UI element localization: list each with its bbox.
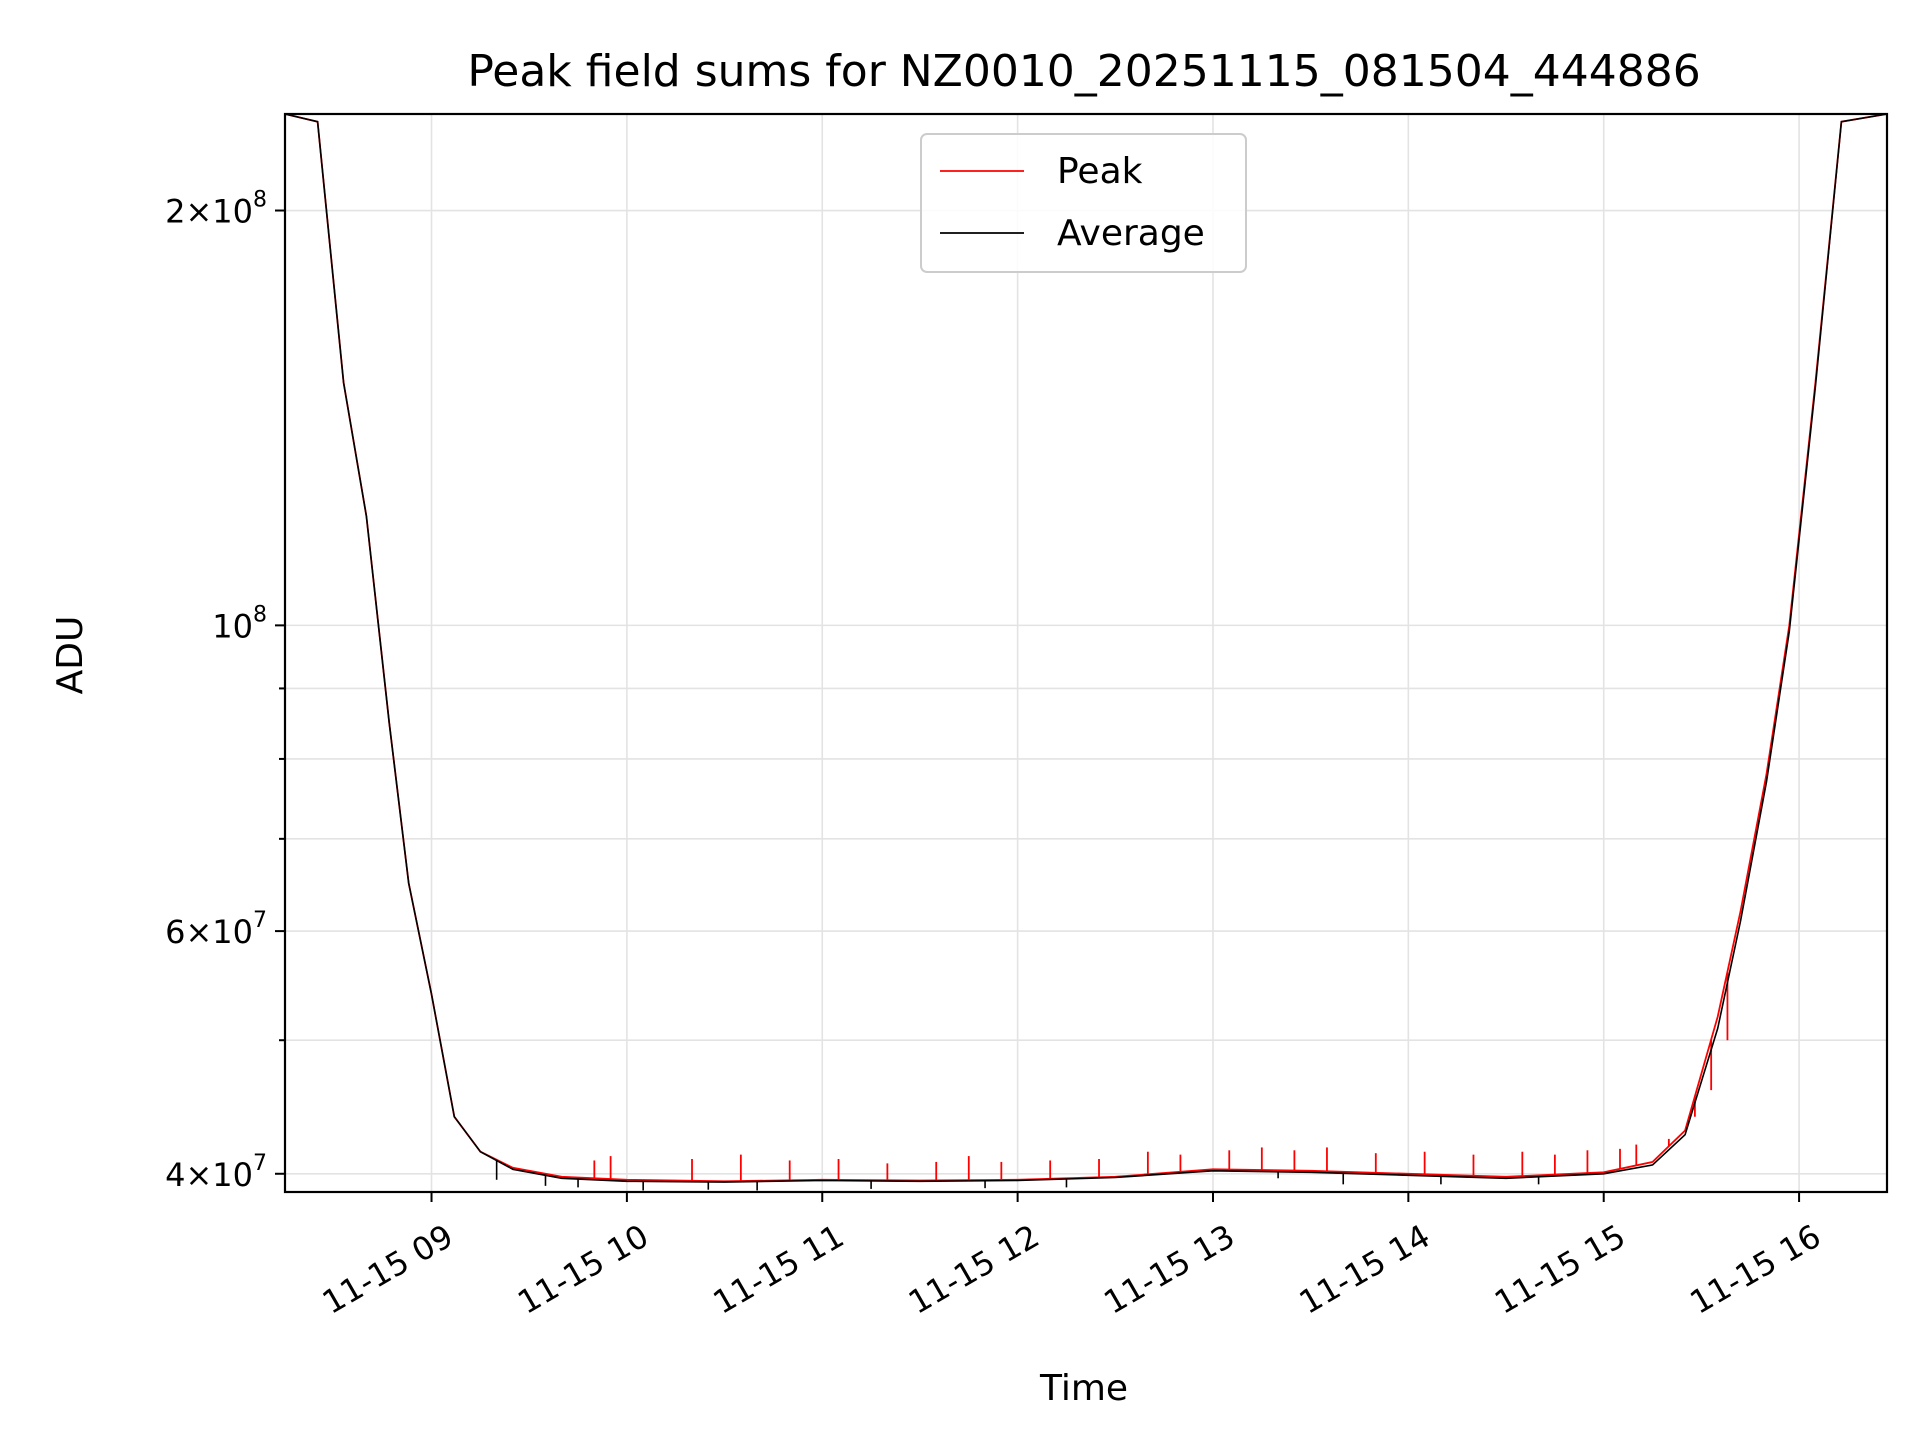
y-tick-mantissa: 2 [165, 193, 185, 231]
peak-spikes [593, 971, 1729, 1182]
y-tick-base: 10 [212, 607, 253, 645]
y-tick-exponent: 8 [253, 188, 267, 213]
y-axis-label: ADU [50, 616, 91, 695]
y-tick-times: × [185, 193, 212, 231]
y-tick-times: × [185, 913, 212, 951]
legend-label-peak: Peak [1057, 151, 1143, 192]
series-line-average [284, 113, 1888, 1183]
legend-box [920, 133, 1247, 273]
series-layer [284, 113, 1888, 1191]
y-tick-label: 4×107 [165, 1151, 267, 1194]
y-tick-exponent: 7 [253, 1151, 267, 1176]
y-tick-base: 10 [212, 1156, 253, 1194]
x-axis-label: Time [1039, 1368, 1128, 1409]
y-tick-mantissa: 4 [165, 1156, 185, 1194]
y-tick-label: 2×108 [165, 188, 267, 231]
y-tick-label: 108 [212, 602, 267, 645]
legend-label-average: Average [1057, 213, 1205, 254]
y-tick-times: × [185, 1156, 212, 1194]
y-tick-label: 6×107 [165, 908, 267, 951]
y-tick-base: 10 [212, 193, 253, 231]
y-tick-mantissa: 6 [165, 913, 185, 951]
legend: Peak Average [920, 133, 1247, 273]
y-tick-exponent: 8 [253, 602, 267, 627]
average-dips [495, 1160, 1540, 1191]
y-tick-base: 10 [212, 913, 253, 951]
chart-title: Peak field sums for NZ0010_20251115_0815… [467, 46, 1700, 97]
grid [285, 114, 1887, 1192]
plot-frame [283, 112, 1889, 1194]
y-tick-exponent: 7 [253, 908, 267, 933]
